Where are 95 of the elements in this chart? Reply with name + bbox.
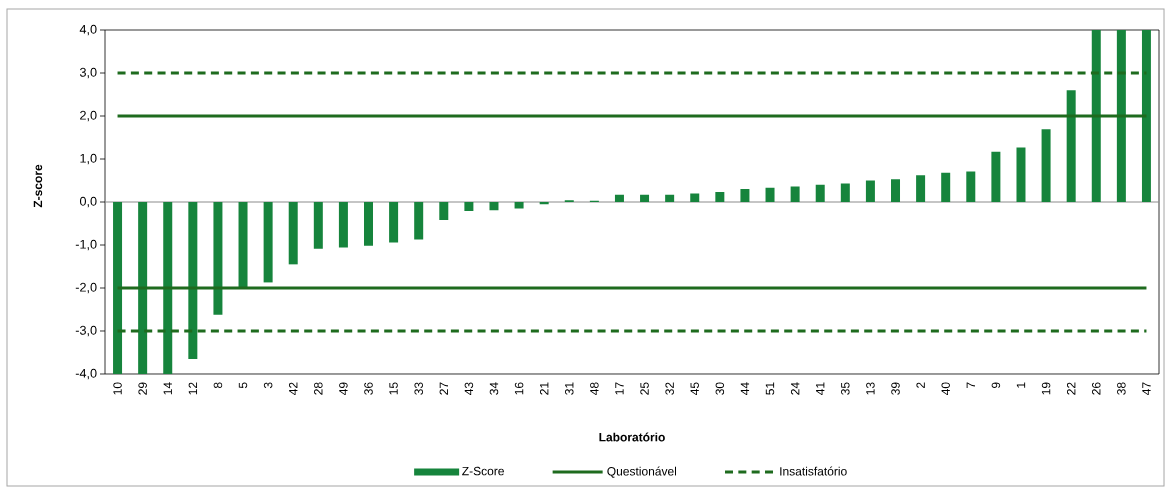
y-tick-label: -1,0 <box>75 239 97 251</box>
x-tick-label: 39 <box>891 382 900 395</box>
x-tick-label: 34 <box>489 382 499 395</box>
bar <box>715 192 725 202</box>
bar <box>1116 30 1126 202</box>
bar <box>991 151 1001 202</box>
y-axis-title: Z-score <box>33 164 43 208</box>
x-tick-label: 14 <box>163 382 172 395</box>
bar <box>916 175 926 202</box>
x-tick-label: 28 <box>314 382 323 395</box>
bar <box>313 202 323 249</box>
bar <box>338 202 348 248</box>
x-tick-label: 51 <box>765 382 775 395</box>
bar <box>138 202 148 374</box>
x-tick-label: 29 <box>138 382 147 395</box>
x-tick-label: 43 <box>464 382 474 396</box>
x-tick-label: 16 <box>514 382 524 395</box>
bar <box>489 202 499 211</box>
bar <box>464 202 474 212</box>
bar <box>790 186 800 202</box>
x-tick-label: 40 <box>941 382 950 396</box>
y-tick-label: -3,0 <box>75 325 97 337</box>
bar <box>113 202 123 374</box>
bar <box>614 194 624 202</box>
x-tick-label: 47 <box>1142 382 1151 396</box>
x-tick-label: 42 <box>289 382 298 396</box>
x-tick-label: 49 <box>339 382 348 396</box>
y-tick-label: 4,0 <box>79 24 97 36</box>
bar <box>1016 147 1026 202</box>
x-tick-label: 24 <box>790 382 800 395</box>
x-tick-label: 21 <box>539 382 549 395</box>
x-tick-label: 25 <box>640 382 649 395</box>
x-tick-label: 33 <box>414 382 423 395</box>
y-tick-label: 0,0 <box>79 196 97 208</box>
x-tick-label: 10 <box>113 382 122 395</box>
x-tick-label: 2 <box>916 382 925 388</box>
x-tick-label: 30 <box>715 382 725 395</box>
x-tick-label: 17 <box>615 382 624 395</box>
bar <box>439 202 449 221</box>
bar <box>1091 30 1101 202</box>
x-tick-label: 48 <box>590 382 599 396</box>
bar <box>213 202 223 315</box>
x-tick-label: 26 <box>1092 382 1101 395</box>
bar <box>514 202 524 209</box>
x-tick-label: 19 <box>1041 382 1051 395</box>
x-tick-label: 45 <box>690 382 699 396</box>
x-tick-label: 7 <box>966 382 975 388</box>
x-tick-label: 35 <box>841 382 850 395</box>
bar <box>163 202 173 374</box>
x-tick-label: 36 <box>364 382 373 395</box>
bar <box>690 193 700 202</box>
bar <box>840 183 850 202</box>
bar <box>389 202 399 243</box>
bar <box>891 179 901 202</box>
y-tick-label: 2,0 <box>80 110 97 122</box>
x-axis-title: Laboratório <box>599 432 665 442</box>
legend-label: Z-Score <box>462 466 504 476</box>
bar <box>966 171 976 202</box>
x-tick-label: 41 <box>816 382 825 396</box>
y-tick-label: 1,0 <box>80 153 97 165</box>
bar <box>288 202 298 265</box>
x-tick-label: 3 <box>263 382 273 389</box>
bar <box>188 202 198 359</box>
x-tick-label: 9 <box>991 382 1001 389</box>
legend-label: Questionável <box>607 466 677 478</box>
bar <box>414 202 424 240</box>
x-tick-label: 8 <box>213 382 223 389</box>
bar <box>941 172 951 202</box>
bar <box>740 189 750 202</box>
x-tick-label: 22 <box>1066 382 1076 395</box>
x-tick-label: 44 <box>740 382 750 396</box>
y-tick-label: -2,0 <box>75 282 97 294</box>
bar <box>640 194 650 202</box>
bar <box>1041 129 1051 202</box>
legend-label: Insatisfatório <box>780 466 847 476</box>
x-tick-label: 13 <box>866 382 875 395</box>
x-tick-label: 32 <box>665 382 674 395</box>
bar <box>238 202 248 289</box>
x-tick-label: 27 <box>439 382 448 395</box>
bar <box>765 187 775 202</box>
x-tick-label: 31 <box>565 382 574 395</box>
x-tick-label: 12 <box>188 382 198 395</box>
x-tick-label: 1 <box>1016 382 1026 388</box>
x-tick-label: 38 <box>1117 382 1126 395</box>
bar <box>815 184 825 202</box>
y-tick-label: -4,0 <box>75 368 97 380</box>
x-tick-label: 15 <box>389 382 398 395</box>
y-tick-label: 3,0 <box>79 67 97 79</box>
bar <box>665 194 675 202</box>
x-tick-label: 5 <box>238 382 248 389</box>
bar <box>364 202 373 246</box>
bar <box>539 202 549 205</box>
bar <box>1066 90 1076 202</box>
bar <box>263 202 273 283</box>
bar <box>865 180 875 202</box>
